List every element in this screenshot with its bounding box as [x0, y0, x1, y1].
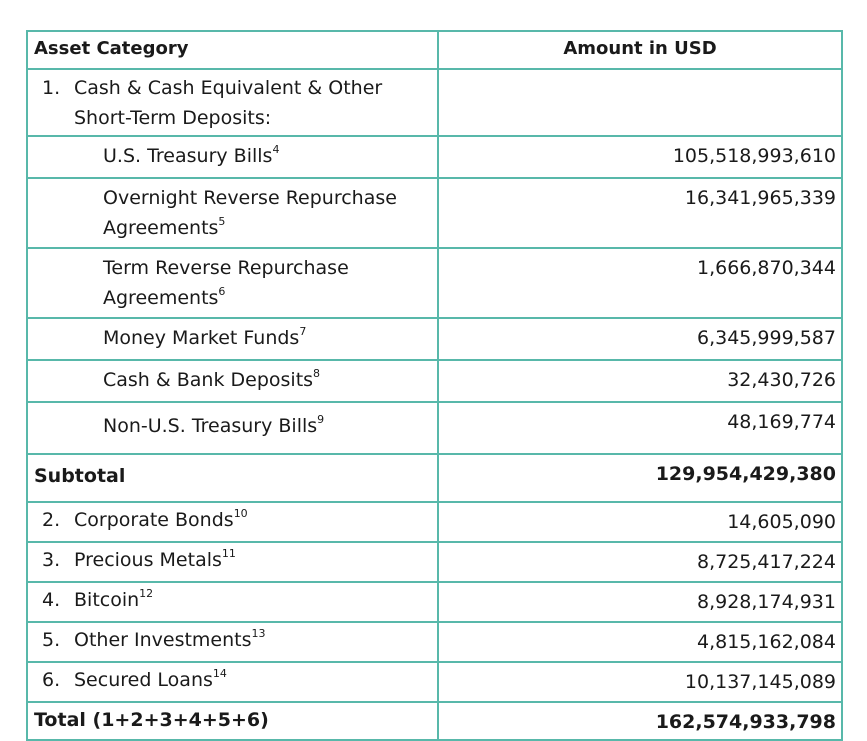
table-row: U.S. Treasury Bills4 105,518,993,610 — [26, 135, 843, 179]
item-amount: 14,605,090 — [437, 501, 843, 543]
section-1-label: Cash & Cash Equivalent & Other Short-Ter… — [74, 73, 382, 133]
item-label-cell: 3. Precious Metals11 — [26, 541, 439, 583]
subitem-label-text: Cash & Bank Deposits — [103, 369, 314, 391]
subitem-label: Overnight Reverse Repurchase Agreements5 — [26, 177, 439, 249]
section-1-row: 1. Cash & Cash Equivalent & Other Short-… — [26, 68, 843, 137]
subitem-amount: 6,345,999,587 — [437, 317, 843, 361]
subitem-amount: 16,341,965,339 — [437, 177, 843, 249]
table-row: Money Market Funds7 6,345,999,587 — [26, 317, 843, 361]
table-row: Non-U.S. Treasury Bills9 48,169,774 — [26, 401, 843, 455]
total-label: Total (1+2+3+4+5+6) — [26, 701, 439, 741]
subitem-label-text-2: Agreements — [103, 217, 219, 239]
item-label-text: Corporate Bonds — [74, 509, 234, 531]
item-amount: 8,725,417,224 — [437, 541, 843, 583]
subitem-label: U.S. Treasury Bills4 — [26, 135, 439, 179]
item-label-cell: 4. Bitcoin12 — [26, 581, 439, 623]
subitem-label-text: Overnight Reverse Repurchase — [103, 187, 397, 209]
table-row: Term Reverse Repurchase Agreements6 1,666… — [26, 247, 843, 319]
subitem-amount: 48,169,774 — [437, 401, 843, 455]
footnote-ref: 6 — [218, 284, 226, 298]
table-row: Cash & Bank Deposits8 32,430,726 — [26, 359, 843, 403]
table-row: Overnight Reverse Repurchase Agreements5 … — [26, 177, 843, 249]
footnote-ref: 7 — [299, 324, 307, 338]
item-amount: 10,137,145,089 — [437, 661, 843, 703]
footnote-ref: 9 — [317, 412, 325, 426]
footnote-ref: 5 — [218, 214, 226, 228]
item-number: 5. — [42, 629, 61, 651]
item-amount: 8,928,174,931 — [437, 581, 843, 623]
item-label: Corporate Bonds10 — [74, 505, 248, 535]
item-label-cell: 5. Other Investments13 — [26, 621, 439, 663]
subitem-amount: 105,518,993,610 — [437, 135, 843, 179]
item-label: Other Investments13 — [74, 625, 266, 655]
subitem-label-text: Term Reverse Repurchase — [103, 257, 349, 279]
item-label-text: Other Investments — [74, 629, 252, 651]
total-amount: 162,574,933,798 — [437, 701, 843, 741]
section-1-number: 1. — [42, 77, 61, 99]
table-row: 3. Precious Metals11 8,725,417,224 — [26, 541, 843, 583]
footnote-ref: 11 — [221, 546, 236, 560]
total-row: Total (1+2+3+4+5+6) 162,574,933,798 — [26, 701, 843, 741]
table-row: 2. Corporate Bonds10 14,605,090 — [26, 501, 843, 543]
table-row: 5. Other Investments13 4,815,162,084 — [26, 621, 843, 663]
item-label-text: Secured Loans — [74, 669, 213, 691]
item-label-cell: 6. Secured Loans14 — [26, 661, 439, 703]
item-number: 6. — [42, 669, 61, 691]
section-1-label-line2: Short-Term Deposits: — [74, 107, 272, 129]
footnote-ref: 10 — [233, 506, 248, 520]
footnote-ref: 14 — [212, 666, 227, 680]
subitem-label-text: Non-U.S. Treasury Bills — [103, 415, 318, 437]
footnote-ref: 4 — [272, 142, 280, 156]
subitem-label: Cash & Bank Deposits8 — [26, 359, 439, 403]
subtotal-row: Subtotal 129,954,429,380 — [26, 453, 843, 503]
asset-table: Asset Category Amount in USD 1. Cash & C… — [26, 30, 843, 741]
header-row: Asset Category Amount in USD — [26, 30, 843, 70]
item-number: 2. — [42, 509, 61, 531]
subtotal-amount: 129,954,429,380 — [437, 453, 843, 503]
footnote-ref: 13 — [251, 626, 266, 640]
subitem-label-text: U.S. Treasury Bills — [103, 145, 273, 167]
table-row: 4. Bitcoin12 8,928,174,931 — [26, 581, 843, 623]
item-label-text: Precious Metals — [74, 549, 222, 571]
footnote-ref: 8 — [313, 366, 321, 380]
item-label: Bitcoin12 — [74, 585, 153, 615]
subitem-amount: 32,430,726 — [437, 359, 843, 403]
item-number: 4. — [42, 589, 61, 611]
header-amount: Amount in USD — [437, 30, 843, 70]
section-1-label-cell: 1. Cash & Cash Equivalent & Other Short-… — [26, 68, 439, 137]
footnote-ref: 12 — [139, 586, 154, 600]
subitem-label-text-2: Agreements — [103, 287, 219, 309]
item-amount: 4,815,162,084 — [437, 621, 843, 663]
subitem-label: Money Market Funds7 — [26, 317, 439, 361]
item-label-cell: 2. Corporate Bonds10 — [26, 501, 439, 543]
item-number: 3. — [42, 549, 61, 571]
item-label: Secured Loans14 — [74, 665, 227, 695]
subitem-label: Non-U.S. Treasury Bills9 — [26, 401, 439, 455]
item-label-text: Bitcoin — [74, 589, 140, 611]
table-row: 6. Secured Loans14 10,137,145,089 — [26, 661, 843, 703]
subitem-label: Term Reverse Repurchase Agreements6 — [26, 247, 439, 319]
section-1-label-line1: Cash & Cash Equivalent & Other — [74, 77, 383, 99]
subtotal-label: Subtotal — [26, 453, 439, 503]
header-category: Asset Category — [26, 30, 439, 70]
section-1-amount-cell — [437, 68, 843, 137]
subitem-amount: 1,666,870,344 — [437, 247, 843, 319]
subitem-label-text: Money Market Funds — [103, 327, 300, 349]
item-label: Precious Metals11 — [74, 545, 236, 575]
